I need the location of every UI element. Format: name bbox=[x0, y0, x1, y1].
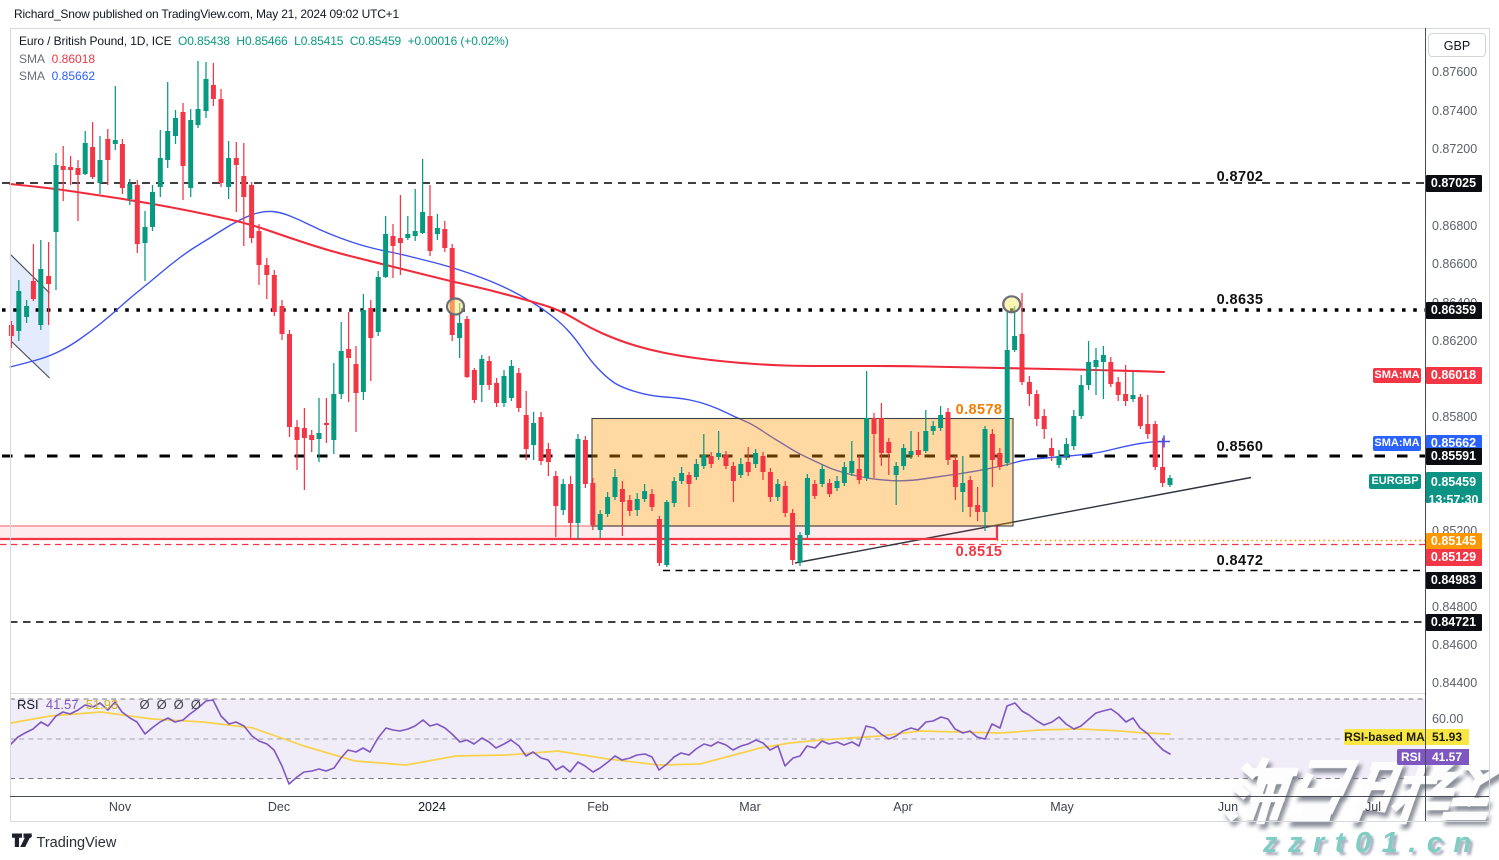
svg-text:TradingView: TradingView bbox=[37, 835, 117, 851]
